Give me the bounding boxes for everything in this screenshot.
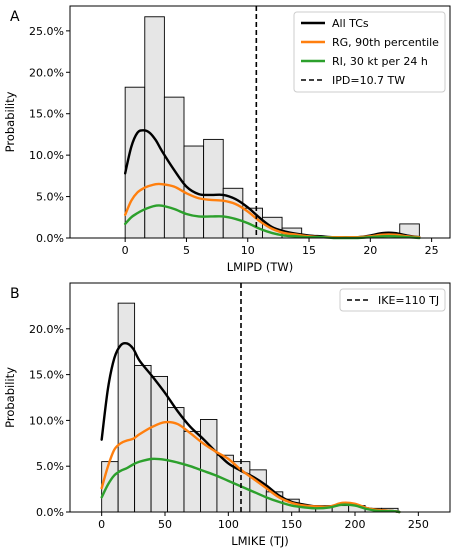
- histogram-bar: [203, 138, 224, 239]
- x-tick-label: 100: [218, 518, 239, 531]
- histogram-bar: [101, 461, 119, 513]
- panel-label: A: [10, 9, 20, 25]
- x-tick-label: 200: [345, 518, 366, 531]
- y-axis-label: Probability: [3, 367, 17, 428]
- histogram-bar: [117, 302, 136, 513]
- histogram-bar: [150, 375, 168, 513]
- y-tick-label: 5.0%: [36, 191, 64, 204]
- x-tick-label: 150: [281, 518, 302, 531]
- y-tick-label: 0.0%: [36, 506, 64, 519]
- axes-frame: [69, 5, 451, 239]
- legend-label: IPD=10.7 TW: [332, 74, 405, 87]
- histogram-bar: [216, 454, 234, 513]
- x-tick-label: 0: [122, 244, 129, 257]
- y-tick-label: 25.0%: [29, 25, 64, 38]
- chart-panel-b: 0 50 100 150 200 250 0.0% 5.0% 10.0% 15.0% 20.0% LM…: [3, 282, 451, 548]
- legend: IKE=110 TJ: [339, 288, 446, 312]
- legend-label: IKE=110 TJ: [378, 294, 439, 307]
- legend-label: All TCs: [332, 17, 369, 30]
- y-tick-label: 20.0%: [29, 66, 64, 79]
- x-tick-label: 15: [302, 244, 316, 257]
- histogram-bar: [183, 430, 201, 513]
- legend-label: RG, 90th percentile: [332, 36, 439, 49]
- histogram-bar: [200, 419, 218, 513]
- histogram-bars: [101, 302, 399, 513]
- legend-box: [339, 288, 446, 312]
- x-axis-label: LMIPD (TW): [227, 260, 294, 274]
- x-axis-label: LMIKE (TJ): [231, 534, 289, 548]
- x-tick-label: 50: [158, 518, 172, 531]
- chart-panel-a: 0 5 10 15 20 25 0.0% 5.0% 10.0% 15.0% 20.0% 25.0% LM…: [3, 5, 451, 274]
- y-tick-label: 15.0%: [29, 108, 64, 121]
- y-tick-label: 0.0%: [36, 232, 64, 245]
- x-tick-label: 25: [425, 244, 439, 257]
- y-tick-label: 10.0%: [29, 149, 64, 162]
- y-tick-label: 10.0%: [29, 414, 64, 427]
- series-line-2: [100, 420, 401, 514]
- histogram-bar: [134, 364, 152, 513]
- legend: All TCs RG, 90th percentile RI, 30 kt per …: [293, 11, 446, 93]
- y-tick-label: 15.0%: [29, 369, 64, 382]
- legend-label: RI, 30 kt per 24 h: [332, 55, 428, 68]
- x-tick-label: 5: [183, 244, 190, 257]
- series-line-3: [100, 457, 401, 514]
- x-tick-label: 0: [98, 518, 105, 531]
- x-tick-label: 250: [408, 518, 429, 531]
- panel-label: B: [10, 286, 20, 302]
- y-axis-label: Probability: [3, 91, 17, 152]
- axes-frame: [69, 282, 451, 513]
- y-tick-label: 5.0%: [36, 460, 64, 473]
- histogram-bar: [163, 96, 185, 239]
- x-tick-label: 20: [363, 244, 377, 257]
- x-tick-label: 10: [241, 244, 255, 257]
- legend-box: [293, 11, 446, 93]
- y-tick-label: 20.0%: [29, 323, 64, 336]
